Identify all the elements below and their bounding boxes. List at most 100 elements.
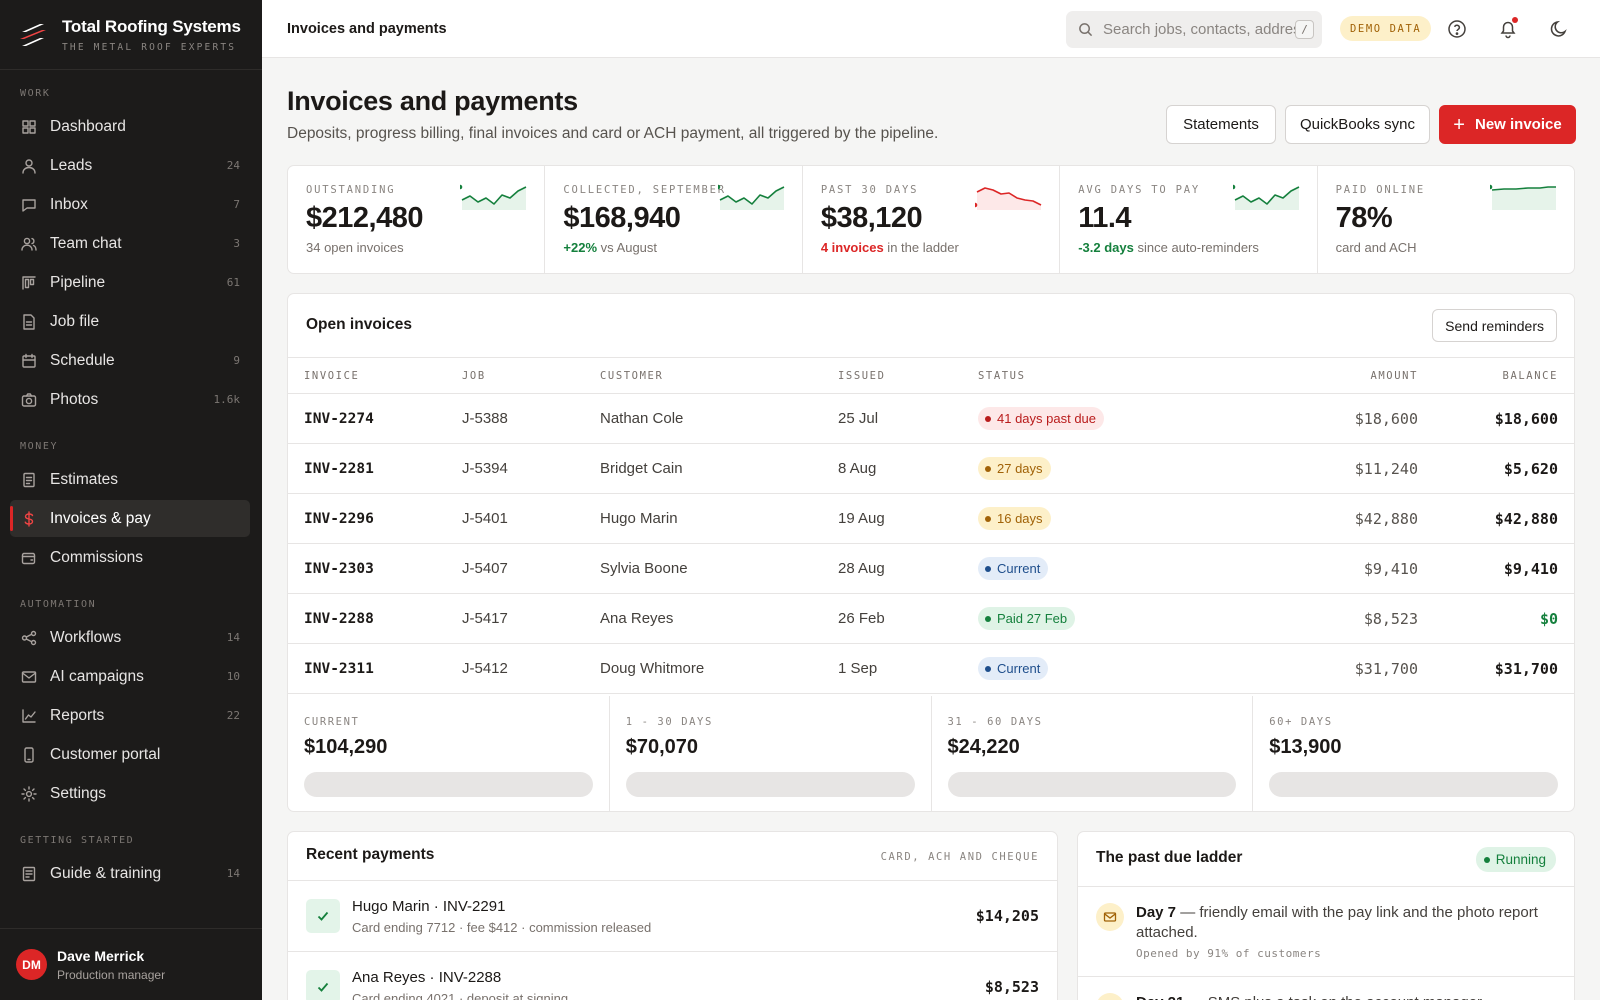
job-number[interactable]: J-5417 <box>462 593 600 644</box>
sidebar-item-ai-campaigns[interactable]: AI campaigns 10 <box>10 658 250 695</box>
topbar: Invoices and payments / DEMO DATA <box>262 0 1600 58</box>
customer-name[interactable]: Sylvia Boone <box>600 543 838 594</box>
invoice-number[interactable]: INV-2288 <box>288 593 462 644</box>
sidebar-item-photos[interactable]: Photos 1.6k <box>10 381 250 418</box>
column-header-amount[interactable]: AMOUNT <box>1262 357 1418 394</box>
job-number[interactable]: J-5401 <box>462 493 600 544</box>
column-header-issued[interactable]: ISSUED <box>838 357 978 394</box>
sidebar-item-guide-training[interactable]: Guide & training 14 <box>10 855 250 892</box>
sidebar-item-leads[interactable]: Leads 24 <box>10 147 250 184</box>
sidebar-item-invoices-pay[interactable]: Invoices & pay <box>10 500 250 537</box>
invoice-balance: $42,880 <box>1418 493 1574 544</box>
job-number[interactable]: J-5407 <box>462 543 600 594</box>
sidebar-item-customer-portal[interactable]: Customer portal <box>10 736 250 773</box>
invoice-balance: $0 <box>1418 593 1574 644</box>
invoice-number[interactable]: INV-2296 <box>288 493 462 544</box>
quickbooks-sync-button[interactable]: QuickBooks sync <box>1285 105 1430 144</box>
sidebar-item-settings[interactable]: Settings <box>10 775 250 812</box>
column-header-job[interactable]: JOB <box>462 357 600 394</box>
user-profile[interactable]: DM Dave Merrick Production manager <box>0 928 262 1000</box>
sidebar-item-schedule[interactable]: Schedule 9 <box>10 342 250 379</box>
payment-name: Hugo Marin · INV-2291 <box>352 897 506 915</box>
customer-name[interactable]: Nathan Cole <box>600 393 838 444</box>
aging-bar <box>947 772 1237 797</box>
payment-row[interactable]: Ana Reyes · INV-2288 Card ending 4021 · … <box>288 951 1057 1000</box>
invoice-number[interactable]: INV-2281 <box>288 443 462 494</box>
send-reminders-button[interactable]: Send reminders <box>1432 309 1557 342</box>
ladder-step[interactable]: Day 7 — friendly email with the pay link… <box>1078 886 1574 976</box>
invoice-number[interactable]: INV-2303 <box>288 543 462 594</box>
column-header-status[interactable]: STATUS <box>978 357 1262 394</box>
job-number[interactable]: J-5388 <box>462 393 600 444</box>
camera-icon <box>20 391 38 409</box>
invoice-number[interactable]: INV-2311 <box>288 643 462 694</box>
new-invoice-button[interactable]: + New invoice <box>1439 105 1576 144</box>
sidebar-item-reports[interactable]: Reports 22 <box>10 697 250 734</box>
aging-bucket[interactable]: 1 - 30 DAYS $70,070 <box>610 696 932 811</box>
table-row[interactable]: INV-2274 J-5388 Nathan Cole 25 Jul 41 da… <box>288 393 1574 444</box>
kpi-card-3[interactable]: AVG DAYS TO PAY 11.4 -3.2 days since aut… <box>1060 166 1318 273</box>
kpi-sparkline <box>975 187 1042 210</box>
sidebar: Total Roofing Systems THE METAL ROOF EXP… <box>0 0 262 1000</box>
sidebar-item-commissions[interactable]: Commissions <box>10 539 250 576</box>
customer-name[interactable]: Ana Reyes <box>600 593 838 644</box>
customer-name[interactable]: Bridget Cain <box>600 443 838 494</box>
ladder-step[interactable]: 9 Day 21 — SMS plus a task on the accoun… <box>1078 976 1574 1000</box>
kpi-card-4[interactable]: PAID ONLINE 78% card and ACH <box>1318 166 1574 273</box>
aging-label: 31 - 60 DAYS <box>947 716 1043 728</box>
column-header-invoice[interactable]: INVOICE <box>288 357 462 394</box>
kpi-note: 4 invoices in the ladder <box>820 240 959 255</box>
sidebar-item-workflows[interactable]: Workflows 14 <box>10 619 250 656</box>
invoice-number[interactable]: INV-2274 <box>288 393 462 444</box>
customer-name[interactable]: Doug Whitmore <box>600 643 838 694</box>
issued-date: 26 Feb <box>838 593 978 644</box>
sidebar-item-count: 14 <box>226 631 240 644</box>
dashboard-icon <box>20 118 38 136</box>
customer-name[interactable]: Hugo Marin <box>600 493 838 544</box>
payment-amount: $8,523 <box>984 978 1039 996</box>
job-number[interactable]: J-5394 <box>462 443 600 494</box>
notifications-button[interactable] <box>1497 17 1519 40</box>
sidebar-item-job-file[interactable]: Job file <box>10 303 250 340</box>
search-box[interactable]: / <box>1066 11 1322 48</box>
kpi-note: card and ACH <box>1335 240 1417 255</box>
column-header-customer[interactable]: CUSTOMER <box>600 357 838 394</box>
aging-value: $104,290 <box>304 736 388 758</box>
table-row[interactable]: INV-2296 J-5401 Hugo Marin 19 Aug 16 day… <box>288 493 1574 544</box>
sidebar-item-team-chat[interactable]: Team chat 3 <box>10 225 250 262</box>
bell-icon <box>1500 21 1516 39</box>
table-row[interactable]: INV-2281 J-5394 Bridget Cain 8 Aug 27 da… <box>288 443 1574 494</box>
search-input[interactable] <box>1103 21 1299 38</box>
aging-bucket[interactable]: 31 - 60 DAYS $24,220 <box>932 696 1254 811</box>
table-row[interactable]: INV-2288 J-5417 Ana Reyes 26 Feb Paid 27… <box>288 593 1574 644</box>
receipt-icon <box>20 471 38 489</box>
sidebar-item-inbox[interactable]: Inbox 7 <box>10 186 250 223</box>
sidebar-item-label: Commissions <box>50 548 144 566</box>
kpi-note: +22% vs August <box>563 240 658 255</box>
moon-icon[interactable] <box>1548 18 1570 40</box>
payment-row[interactable]: Hugo Marin · INV-2291 Card ending 7712 ·… <box>288 880 1057 951</box>
kpi-card-1[interactable]: COLLECTED, SEPTEMBER $168,940 +22% vs Au… <box>545 166 803 273</box>
help-icon[interactable] <box>1446 18 1468 40</box>
column-header-balance[interactable]: BALANCE <box>1418 357 1574 394</box>
job-number[interactable]: J-5412 <box>462 643 600 694</box>
sidebar-item-pipeline[interactable]: Pipeline 61 <box>10 264 250 301</box>
sidebar-item-label: Dashboard <box>50 117 126 135</box>
brand[interactable]: Total Roofing Systems THE METAL ROOF EXP… <box>0 0 262 70</box>
aging-bucket[interactable]: 60+ DAYS $13,900 <box>1253 696 1574 811</box>
table-header-row: INVOICE JOB CUSTOMER ISSUED STATUS AMOUNT BALA… <box>288 357 1574 394</box>
aging-bucket[interactable]: CURRENT $104,290 <box>288 696 610 811</box>
table-row[interactable]: INV-2311 J-5412 Doug Whitmore 1 Sep Curr… <box>288 643 1574 694</box>
search-shortcut: / <box>1295 20 1314 39</box>
sidebar-item-estimates[interactable]: Estimates <box>10 461 250 498</box>
gear-icon <box>20 785 38 803</box>
table-row[interactable]: INV-2303 J-5407 Sylvia Boone 28 Aug Curr… <box>288 543 1574 594</box>
aging-bar <box>304 772 593 797</box>
invoice-balance: $5,620 <box>1418 443 1574 494</box>
aging-summary: CURRENT $104,290 1 - 30 DAYS $70,070 31 … <box>288 696 1574 811</box>
kpi-card-0[interactable]: OUTSTANDING $212,480 34 open invoices <box>288 166 546 273</box>
sidebar-item-label: Photos <box>50 390 99 408</box>
statements-button[interactable]: Statements <box>1166 105 1276 144</box>
sidebar-item-dashboard[interactable]: Dashboard <box>10 108 250 145</box>
kpi-card-2[interactable]: PAST 30 DAYS $38,120 4 invoices in the l… <box>803 166 1061 273</box>
